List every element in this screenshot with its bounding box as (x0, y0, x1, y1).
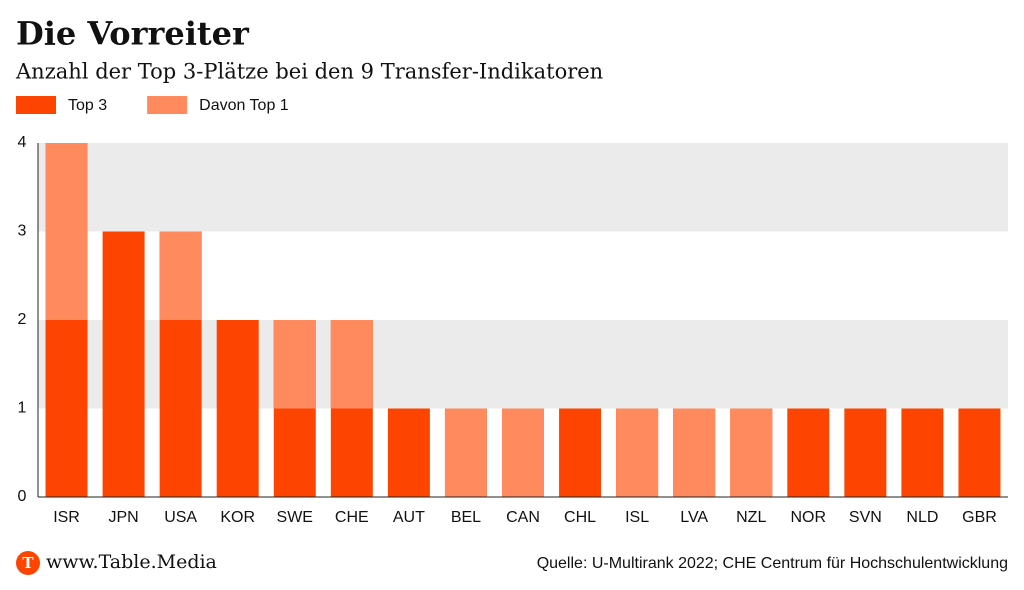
x-tick-label: ISR (53, 509, 80, 526)
legend-label: Top 3 (68, 97, 107, 114)
x-tick-label: LVA (680, 509, 708, 526)
chart-subtitle: Anzahl der Top 3-Plätze bei den 9 Transf… (15, 60, 603, 84)
x-tick-label: SWE (277, 509, 313, 526)
bar-top1 (45, 143, 88, 320)
bar (387, 408, 430, 497)
grid-band (38, 143, 1008, 232)
bar-top1 (159, 231, 202, 320)
legend: Top 3 Davon Top 1 (16, 96, 289, 114)
bar (787, 408, 830, 497)
y-tick-label: 4 (18, 134, 27, 151)
x-tick-label: KOR (220, 509, 255, 526)
y-tick-label: 1 (18, 400, 27, 417)
legend-label: Davon Top 1 (199, 97, 289, 114)
x-tick-label: CHL (564, 509, 596, 526)
x-tick-label: NZL (736, 509, 766, 526)
bar (958, 408, 1001, 497)
y-tick-label: 3 (18, 223, 27, 240)
x-tick-label: AUT (393, 509, 425, 526)
chart-title: Die Vorreiter (16, 15, 250, 53)
x-tick-label: GBR (962, 509, 997, 526)
bar-top1 (502, 408, 544, 497)
bar-top1 (273, 320, 316, 409)
bar-top1 (444, 408, 487, 497)
bar (901, 408, 944, 497)
x-tick-label: ISL (625, 509, 649, 526)
bar (844, 408, 887, 497)
bar-top1 (616, 408, 659, 497)
bar-top1 (673, 408, 716, 497)
x-tick-label: SVN (849, 509, 882, 526)
x-tick-label: USA (164, 509, 197, 526)
x-tick-label: BEL (451, 509, 481, 526)
bar (216, 320, 259, 497)
logo-letter: T (22, 554, 34, 572)
plot: 0 1 2 3 4 ISR JPN USA KOR SWE CHE AUT BEL CAN CHL ISL LV… (18, 134, 1008, 526)
brand: www.Table.Media (46, 551, 217, 573)
bar-top1 (330, 320, 373, 409)
x-tick-label: NOR (791, 509, 827, 526)
x-tick-label: CAN (506, 509, 540, 526)
x-tick-label: NLD (906, 509, 938, 526)
bar (102, 231, 145, 497)
bar-top1 (730, 408, 773, 497)
legend-swatch (147, 96, 188, 114)
x-tick-label: JPN (108, 509, 138, 526)
y-tick-label: 0 (18, 488, 27, 505)
source: Quelle: U-Multirank 2022; CHE Centrum fü… (537, 555, 1008, 572)
logo (16, 551, 40, 575)
y-tick-label: 2 (18, 311, 27, 328)
bar (559, 408, 602, 497)
x-tick-label: CHE (335, 509, 369, 526)
legend-swatch (16, 96, 56, 114)
